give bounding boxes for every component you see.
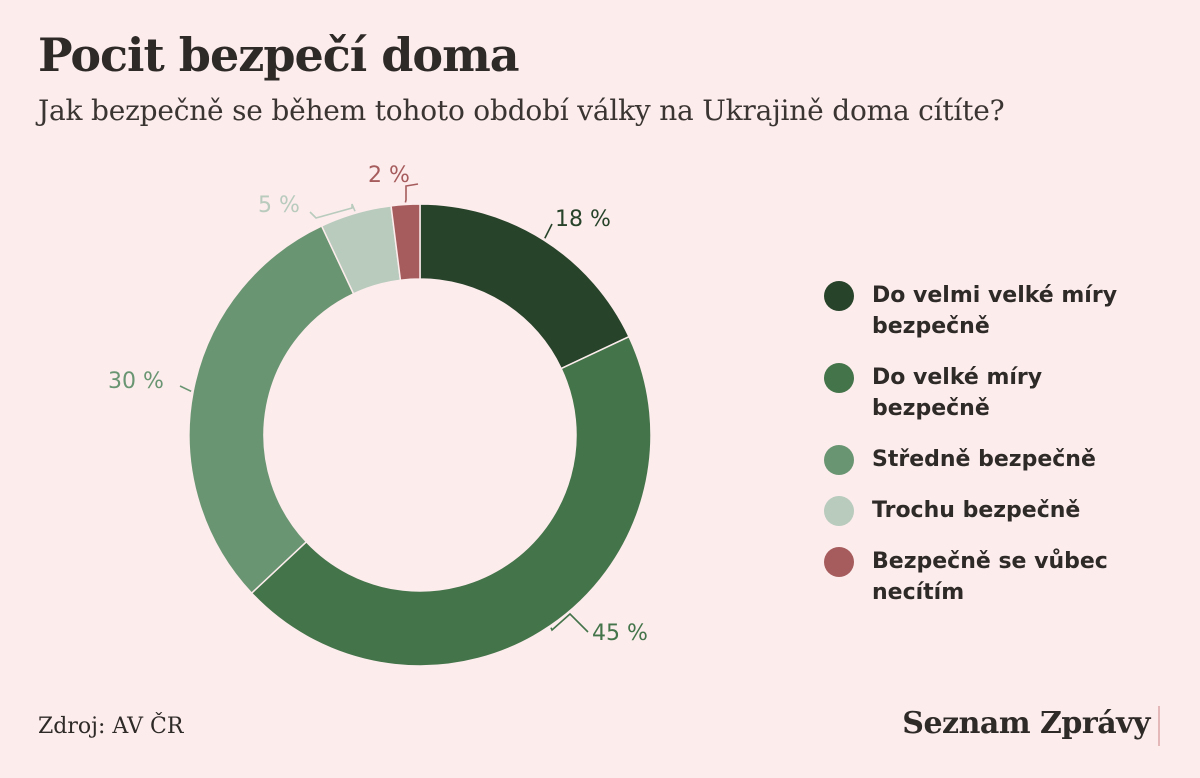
data-label: 18 % bbox=[555, 207, 611, 232]
donut-slice bbox=[188, 224, 355, 595]
legend-label: Středně bezpečně bbox=[872, 447, 1096, 472]
leader-line bbox=[179, 385, 192, 393]
legend-swatch bbox=[824, 547, 854, 577]
legend-label: Trochu bezpečně bbox=[872, 498, 1081, 523]
legend-swatch bbox=[824, 496, 854, 526]
legend-item: Do velké míry bezpečně bbox=[824, 362, 1164, 424]
donut-slice bbox=[390, 203, 421, 282]
legend-label: Do velké míry bezpečně bbox=[872, 365, 1043, 421]
chart-legend: Do velmi velké míry bezpečně Do velké mí… bbox=[824, 280, 1164, 628]
legend-label: Bezpečně se vůbec necítím bbox=[872, 549, 1108, 605]
data-label: 5 % bbox=[258, 193, 300, 218]
legend-item: Bezpečně se vůbec necítím bbox=[824, 546, 1164, 608]
leader-line bbox=[544, 223, 553, 239]
leader-line bbox=[550, 612, 589, 633]
chart-subtitle: Jak bezpečně se během tohoto období válk… bbox=[38, 94, 1005, 127]
chart-title: Pocit bezpečí doma bbox=[38, 28, 520, 82]
legend-item: Středně bezpečně bbox=[824, 444, 1164, 475]
legend-swatch bbox=[824, 281, 854, 311]
data-label: 45 % bbox=[592, 621, 648, 646]
leader-line bbox=[404, 183, 419, 203]
donut-slice bbox=[250, 335, 652, 667]
source-note: Zdroj: AV ČR bbox=[38, 714, 184, 739]
leader-line bbox=[309, 203, 356, 219]
brand-divider bbox=[1158, 706, 1160, 746]
brand-logo: Seznam Zprávy bbox=[902, 706, 1150, 741]
data-label: 30 % bbox=[108, 369, 164, 394]
legend-label: Do velmi velké míry bezpečně bbox=[872, 283, 1118, 339]
legend-swatch bbox=[824, 445, 854, 475]
data-label: 2 % bbox=[368, 163, 410, 188]
legend-item: Do velmi velké míry bezpečně bbox=[824, 280, 1164, 342]
legend-item: Trochu bezpečně bbox=[824, 495, 1164, 526]
legend-swatch bbox=[824, 363, 854, 393]
